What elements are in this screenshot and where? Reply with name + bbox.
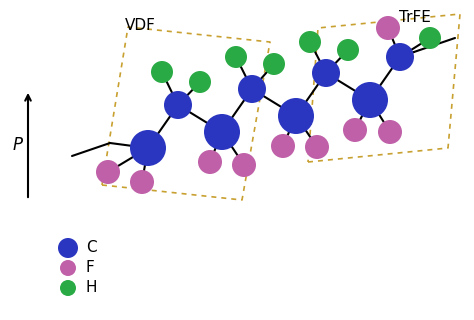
Text: P: P — [13, 136, 23, 154]
Text: F: F — [86, 260, 95, 276]
Circle shape — [198, 150, 222, 174]
Circle shape — [130, 170, 154, 194]
Circle shape — [386, 43, 414, 71]
Circle shape — [204, 114, 240, 150]
Circle shape — [343, 118, 367, 142]
Circle shape — [278, 98, 314, 134]
Circle shape — [378, 120, 402, 144]
Circle shape — [60, 260, 76, 276]
Circle shape — [189, 71, 211, 93]
Circle shape — [299, 31, 321, 53]
Circle shape — [263, 53, 285, 75]
Circle shape — [337, 39, 359, 61]
Text: VDF: VDF — [125, 18, 155, 33]
Text: TrFE: TrFE — [399, 10, 431, 25]
Text: H: H — [86, 281, 98, 295]
Circle shape — [419, 27, 441, 49]
Circle shape — [60, 280, 76, 296]
Circle shape — [238, 75, 266, 103]
Circle shape — [352, 82, 388, 118]
Circle shape — [164, 91, 192, 119]
Text: C: C — [86, 241, 97, 255]
Circle shape — [151, 61, 173, 83]
Circle shape — [312, 59, 340, 87]
Circle shape — [232, 153, 256, 177]
Circle shape — [225, 46, 247, 68]
Circle shape — [376, 16, 400, 40]
Circle shape — [58, 238, 78, 258]
Circle shape — [305, 135, 329, 159]
Circle shape — [130, 130, 166, 166]
Circle shape — [271, 134, 295, 158]
Circle shape — [96, 160, 120, 184]
